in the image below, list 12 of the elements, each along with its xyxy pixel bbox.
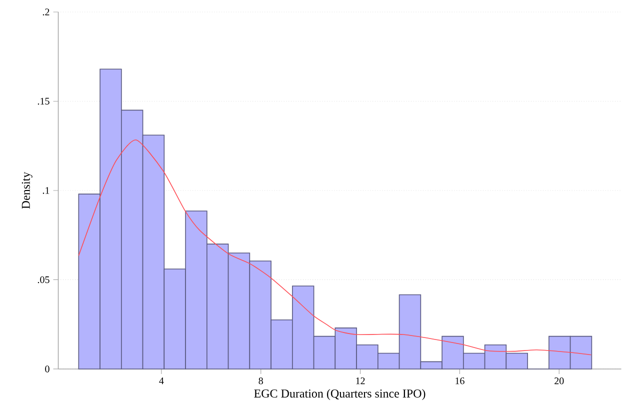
y-axis-title: Density — [22, 172, 32, 209]
y-tick-label: .15 — [38, 98, 50, 105]
x-tick-label: 4 — [159, 378, 164, 384]
x-tick-label: 20 — [554, 378, 564, 384]
y-tick-label: .2 — [42, 8, 50, 16]
y-tick-label: .1 — [42, 187, 50, 194]
y-tick-label: .05 — [38, 276, 50, 284]
y-tick-label: 0 — [45, 366, 50, 372]
x-tick-label: 16 — [456, 378, 464, 384]
x-tick-label: 8 — [258, 378, 263, 384]
x-tick-label: 12 — [356, 378, 365, 384]
x-axis-title: EGC Duration (Quarters since IPO) — [254, 389, 426, 400]
